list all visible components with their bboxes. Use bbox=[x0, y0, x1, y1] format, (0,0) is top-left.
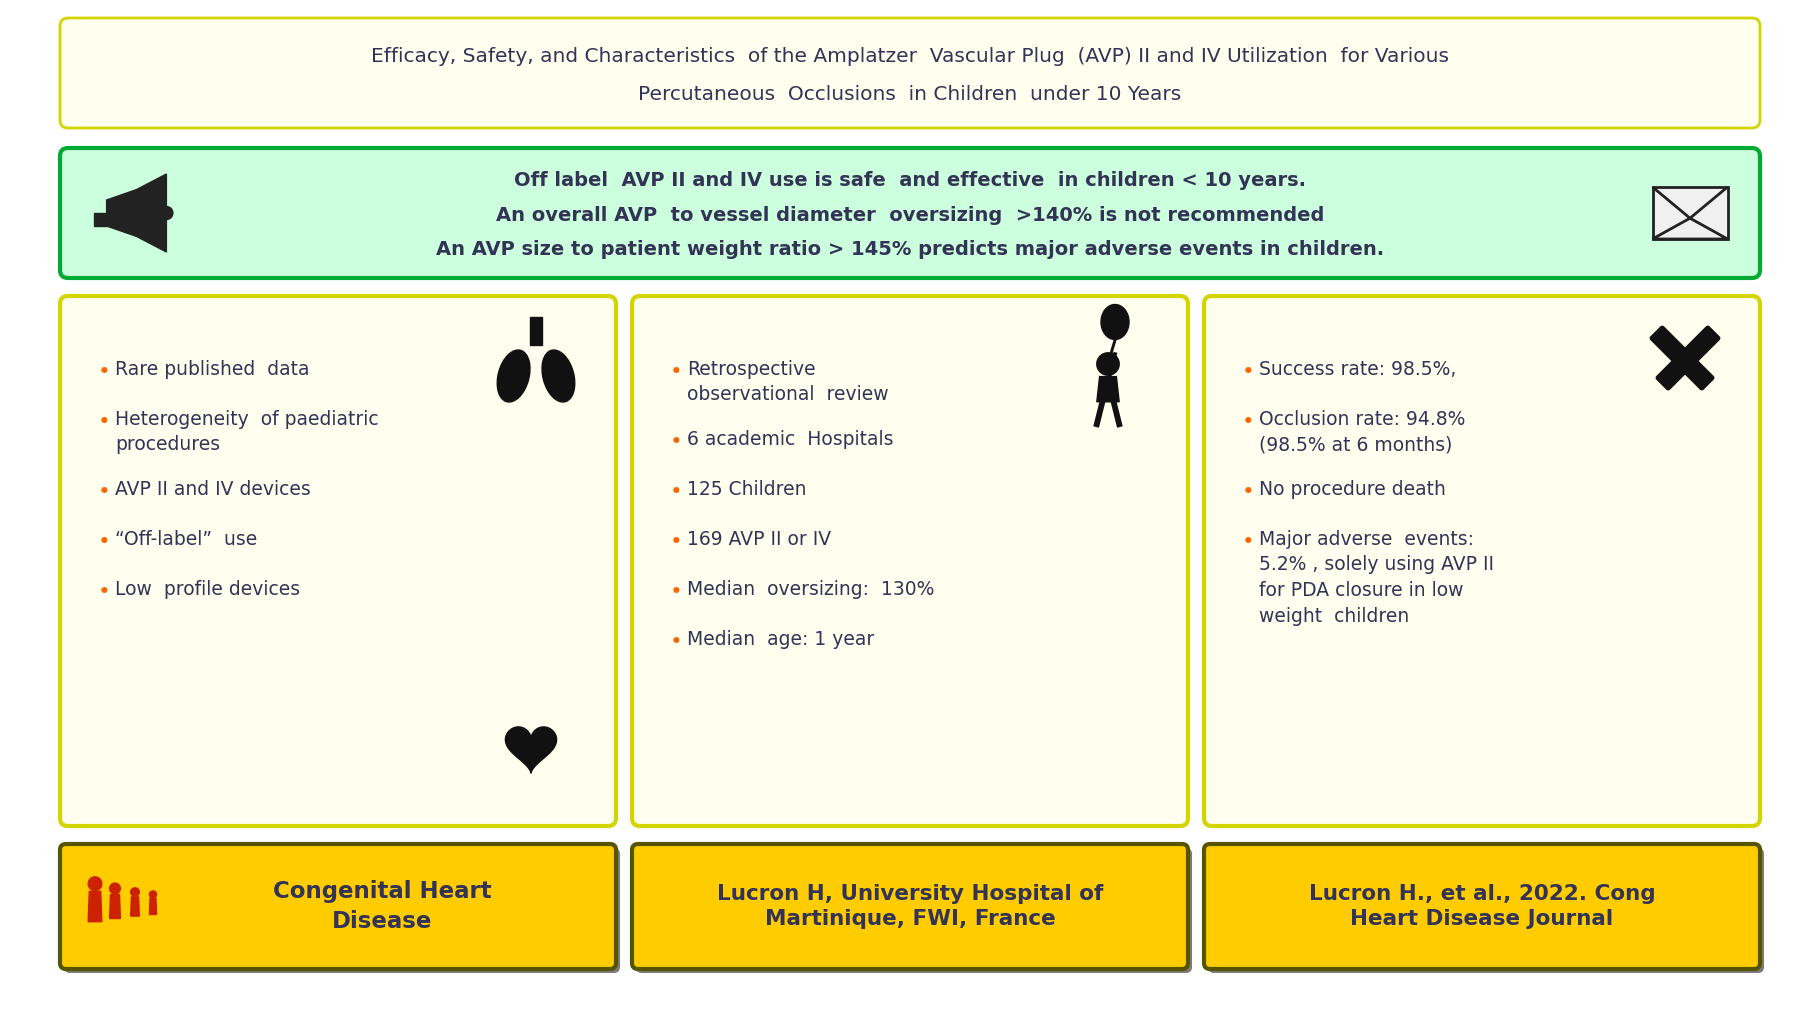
Text: •: • bbox=[98, 412, 111, 431]
Text: Median  age: 1 year: Median age: 1 year bbox=[686, 630, 874, 648]
Polygon shape bbox=[87, 891, 102, 922]
Text: •: • bbox=[670, 361, 682, 382]
Text: “Off-label”  use: “Off-label” use bbox=[115, 529, 257, 549]
Polygon shape bbox=[136, 174, 166, 252]
Text: Lucron H., et al., 2022. Cong
Heart Disease Journal: Lucron H., et al., 2022. Cong Heart Dise… bbox=[1309, 884, 1656, 930]
Text: •: • bbox=[1241, 481, 1254, 502]
Text: •: • bbox=[98, 481, 111, 502]
FancyBboxPatch shape bbox=[60, 148, 1760, 278]
Circle shape bbox=[1097, 353, 1119, 375]
Text: •: • bbox=[1241, 361, 1254, 382]
Polygon shape bbox=[1653, 218, 1727, 239]
Polygon shape bbox=[131, 897, 140, 916]
Text: •: • bbox=[98, 531, 111, 552]
Ellipse shape bbox=[497, 350, 530, 402]
FancyBboxPatch shape bbox=[60, 844, 615, 969]
FancyBboxPatch shape bbox=[60, 296, 615, 826]
Text: Lucron H, University Hospital of
Martinique, FWI, France: Lucron H, University Hospital of Martini… bbox=[717, 884, 1103, 930]
Circle shape bbox=[87, 877, 102, 891]
Text: •: • bbox=[1241, 531, 1254, 552]
Text: •: • bbox=[98, 582, 111, 602]
Text: Retrospective
observational  review: Retrospective observational review bbox=[686, 359, 888, 404]
Text: Congenital Heart
Disease: Congenital Heart Disease bbox=[273, 881, 491, 933]
Circle shape bbox=[149, 891, 157, 898]
Text: An overall AVP  to vessel diameter  oversizing  >140% is not recommended: An overall AVP to vessel diameter oversi… bbox=[495, 206, 1325, 225]
Circle shape bbox=[160, 207, 173, 219]
Text: •: • bbox=[670, 431, 682, 452]
Text: •: • bbox=[670, 531, 682, 552]
FancyBboxPatch shape bbox=[64, 848, 621, 973]
Text: Median  oversizing:  130%: Median oversizing: 130% bbox=[686, 580, 934, 599]
FancyBboxPatch shape bbox=[632, 296, 1188, 826]
Polygon shape bbox=[149, 898, 157, 914]
FancyBboxPatch shape bbox=[1205, 844, 1760, 969]
Text: AVP II and IV devices: AVP II and IV devices bbox=[115, 479, 311, 499]
Polygon shape bbox=[93, 213, 107, 226]
Text: Heterogeneity  of paediatric
procedures: Heterogeneity of paediatric procedures bbox=[115, 410, 379, 455]
FancyBboxPatch shape bbox=[1208, 848, 1764, 973]
Text: 6 academic  Hospitals: 6 academic Hospitals bbox=[686, 430, 894, 449]
Circle shape bbox=[131, 888, 140, 896]
Text: Low  profile devices: Low profile devices bbox=[115, 580, 300, 599]
Text: Percutaneous  Occlusions  in Children  under 10 Years: Percutaneous Occlusions in Children unde… bbox=[639, 85, 1181, 104]
Text: •: • bbox=[670, 481, 682, 502]
FancyBboxPatch shape bbox=[1656, 327, 1720, 390]
Polygon shape bbox=[506, 727, 557, 773]
Text: Off label  AVP II and IV use is safe  and effective  in children < 10 years.: Off label AVP II and IV use is safe and … bbox=[513, 171, 1307, 190]
Text: Major adverse  events:
5.2% , solely using AVP II
for PDA closure in low
weight : Major adverse events: 5.2% , solely usin… bbox=[1259, 529, 1494, 626]
Text: An AVP size to patient weight ratio > 145% predicts major adverse events in chil: An AVP size to patient weight ratio > 14… bbox=[437, 240, 1383, 259]
Polygon shape bbox=[530, 317, 542, 345]
FancyBboxPatch shape bbox=[632, 844, 1188, 969]
FancyBboxPatch shape bbox=[1651, 327, 1714, 390]
FancyBboxPatch shape bbox=[1205, 296, 1760, 826]
Text: 169 AVP II or IV: 169 AVP II or IV bbox=[686, 529, 832, 549]
Ellipse shape bbox=[1101, 304, 1128, 340]
Polygon shape bbox=[107, 189, 136, 237]
Text: •: • bbox=[98, 361, 111, 382]
Text: •: • bbox=[670, 632, 682, 651]
FancyBboxPatch shape bbox=[60, 18, 1760, 128]
Ellipse shape bbox=[542, 350, 575, 402]
Text: Occlusion rate: 94.8%
(98.5% at 6 months): Occlusion rate: 94.8% (98.5% at 6 months… bbox=[1259, 410, 1465, 455]
Text: •: • bbox=[670, 582, 682, 602]
Text: Success rate: 98.5%,: Success rate: 98.5%, bbox=[1259, 359, 1456, 379]
Polygon shape bbox=[109, 895, 120, 919]
Text: Rare published  data: Rare published data bbox=[115, 359, 309, 379]
Polygon shape bbox=[1097, 377, 1119, 401]
Text: •: • bbox=[1241, 412, 1254, 431]
FancyBboxPatch shape bbox=[635, 848, 1192, 973]
Text: Efficacy, Safety, and Characteristics  of the Amplatzer  Vascular Plug  (AVP) II: Efficacy, Safety, and Characteristics of… bbox=[371, 47, 1449, 66]
Text: 125 Children: 125 Children bbox=[686, 479, 806, 499]
Text: No procedure death: No procedure death bbox=[1259, 479, 1445, 499]
Polygon shape bbox=[1653, 187, 1727, 239]
Circle shape bbox=[109, 883, 120, 894]
